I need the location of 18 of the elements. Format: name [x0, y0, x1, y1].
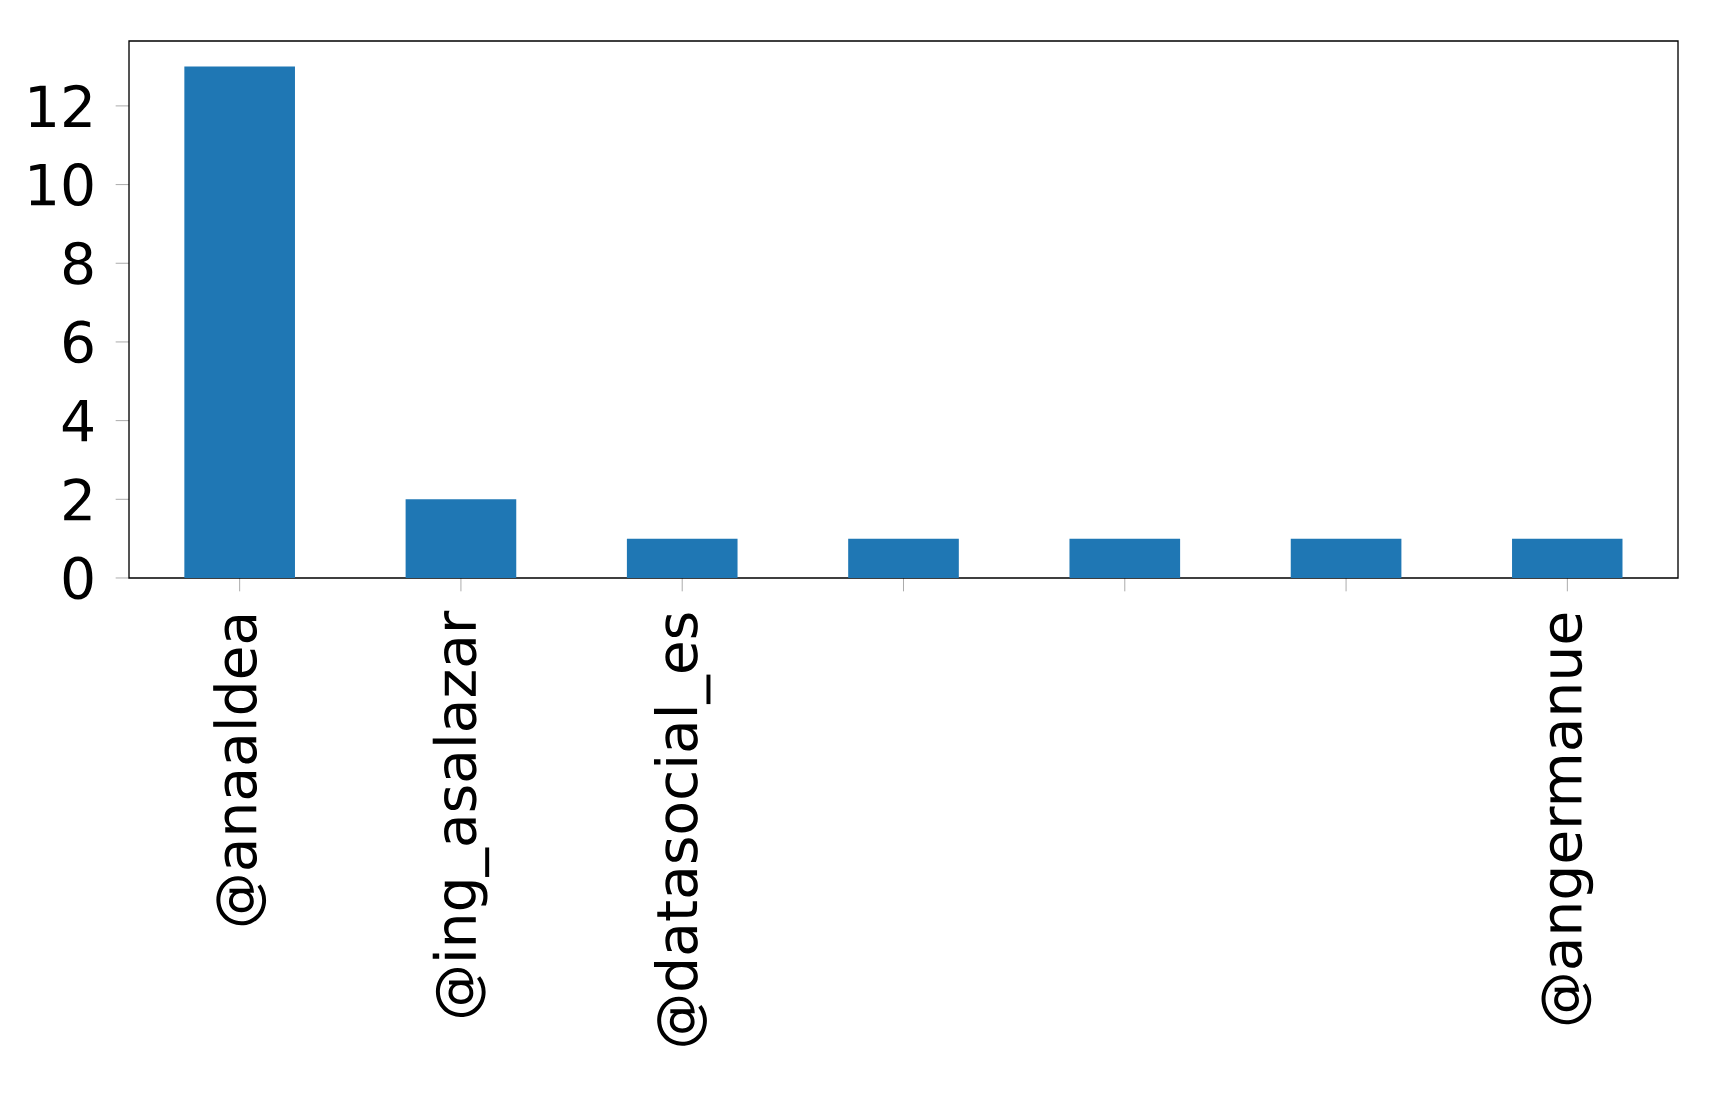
y-tick-label: 10	[30, 163, 93, 206]
y-tick-label: 4	[62, 399, 93, 442]
y-tick-label: 2	[64, 478, 91, 521]
x-tick-label: @anaaldea	[213, 615, 267, 926]
y-tick-label: 0	[63, 556, 93, 600]
y-tick-label: 6	[64, 320, 93, 364]
y-tick-label: 8	[63, 241, 93, 285]
x-tick-label: @angermanue	[1541, 613, 1594, 1025]
bar	[405, 499, 517, 578]
bar	[1069, 538, 1181, 578]
x-tick-label: @ing_asalazar	[432, 610, 490, 1017]
bar	[1290, 538, 1402, 578]
bar	[184, 66, 295, 578]
bar	[848, 538, 959, 578]
bar	[1512, 538, 1623, 578]
bar	[626, 538, 738, 578]
x-tick-label: @datasocial_es	[653, 613, 711, 1046]
y-tick-label: 12	[30, 84, 91, 127]
